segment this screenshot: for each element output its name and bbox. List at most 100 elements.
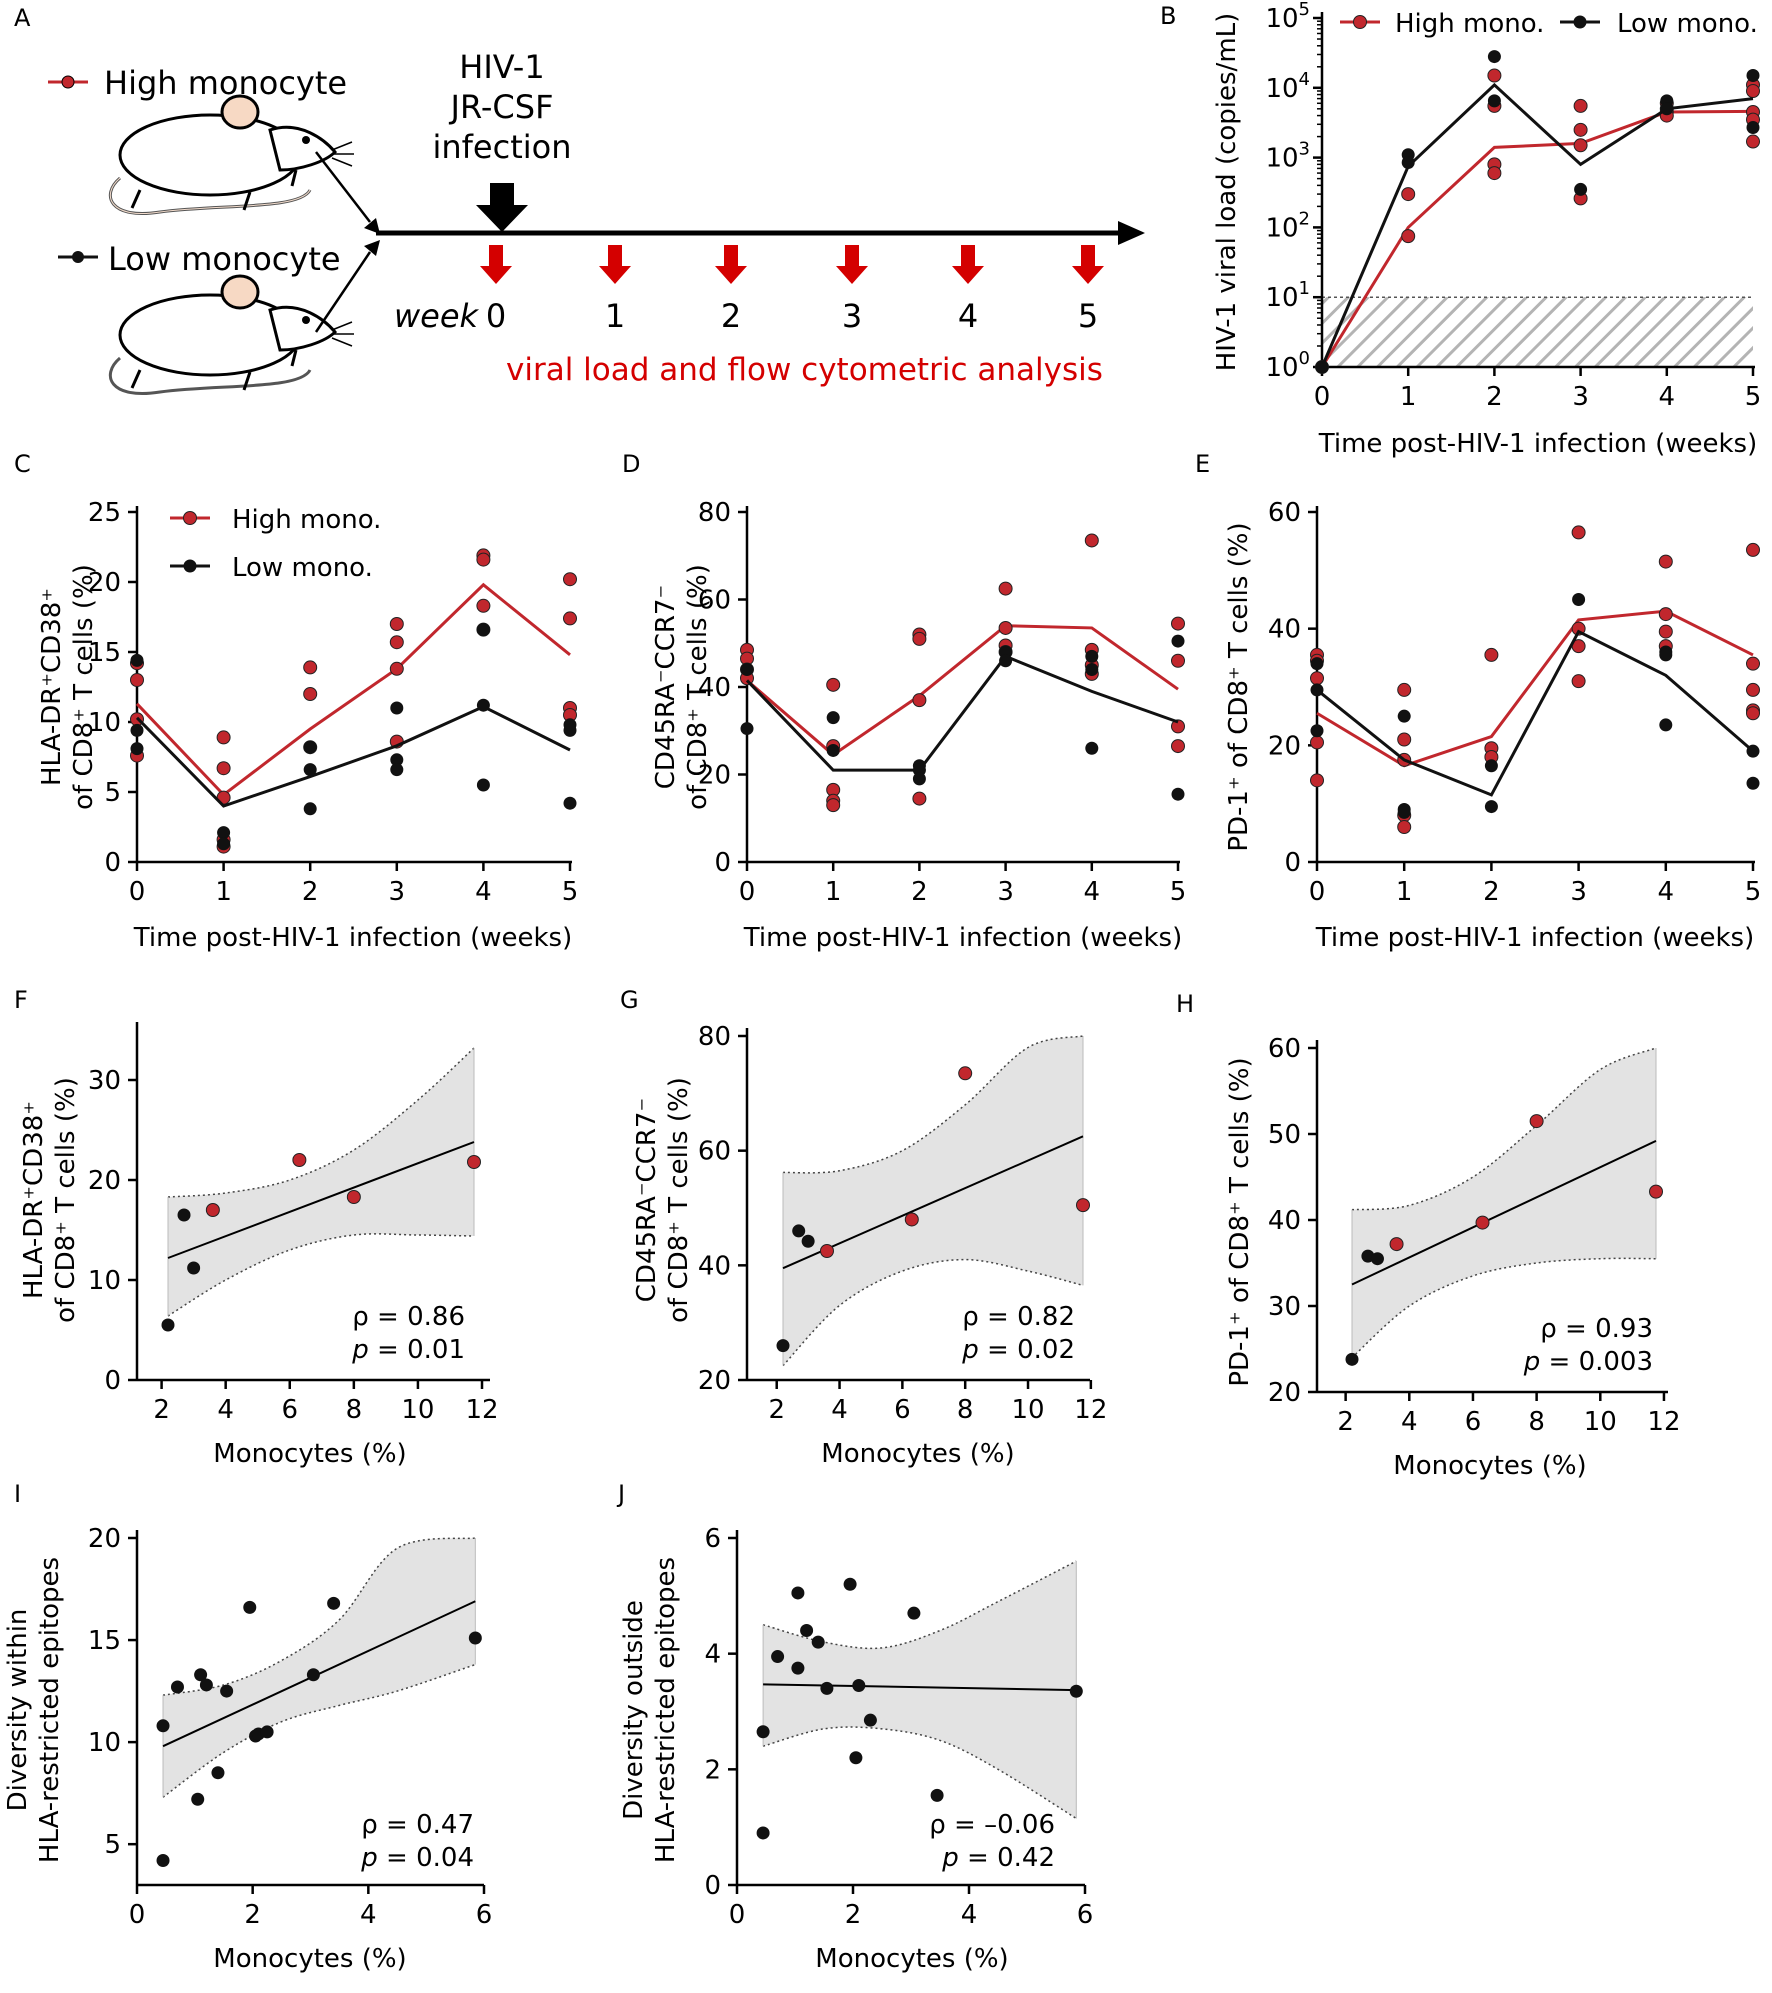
x-tick-label: 4 bbox=[831, 1395, 848, 1425]
series-high-mean-line bbox=[135, 582, 571, 797]
confidence-lower bbox=[1351, 1257, 1657, 1359]
panel-h-correlation-chart: H 2 4 6 8 10 12 20 30 40 50 60 ρ = 0.93p = 0.003 Mono… bbox=[1176, 990, 1681, 1481]
y-axis-label-line-1: CD45RA⁻CCR7⁻ bbox=[651, 585, 681, 789]
x-tick-label: 1 bbox=[825, 877, 842, 907]
y-tick-label: 20 bbox=[1268, 731, 1301, 761]
data-point-high bbox=[1171, 739, 1185, 754]
x-tick-label: 6 bbox=[1077, 1900, 1094, 1930]
data-point-low bbox=[1746, 776, 1760, 790]
data-point-low bbox=[260, 1725, 274, 1739]
data-point-high bbox=[1746, 656, 1760, 671]
mouse-icon-high bbox=[109, 94, 354, 215]
x-tick-label: 4 bbox=[1084, 877, 1101, 907]
data-point-high bbox=[1529, 1114, 1544, 1129]
y-tick-label: 15 bbox=[88, 1626, 121, 1656]
x-tick-label: 5 bbox=[1745, 877, 1762, 907]
x-tick-label: 5 bbox=[1170, 877, 1187, 907]
data-point-low bbox=[303, 740, 317, 754]
data-point-high bbox=[389, 617, 404, 631]
p-value-label: p = 0.02 bbox=[961, 1335, 1075, 1365]
data-point-low bbox=[912, 772, 926, 786]
data-point-low bbox=[1310, 683, 1324, 697]
data-point-high bbox=[1746, 83, 1760, 98]
data-point-high bbox=[1397, 732, 1412, 747]
data-point-high bbox=[1310, 735, 1324, 750]
legend-low-label: Low monocyte bbox=[108, 240, 341, 278]
y-tick-label: 80 bbox=[698, 498, 731, 528]
y-axis-label-line-1: Diversity within bbox=[3, 1609, 33, 1812]
data-point-high bbox=[998, 620, 1013, 635]
data-point-low bbox=[776, 1339, 790, 1353]
data-point-low bbox=[199, 1678, 213, 1692]
sampling-arrow-week-2 bbox=[715, 245, 747, 284]
data-point-low bbox=[1069, 1684, 1083, 1698]
confidence-upper bbox=[162, 1537, 476, 1696]
data-point-low bbox=[1746, 69, 1760, 83]
x-tick-label: 2 bbox=[153, 1395, 170, 1425]
confidence-upper bbox=[1351, 1047, 1657, 1211]
data-point-low bbox=[826, 711, 840, 725]
data-point-low bbox=[930, 1788, 944, 1802]
x-tick-label: 12 bbox=[1647, 1407, 1680, 1437]
data-point-high bbox=[476, 598, 491, 613]
y-tick-label: 104 bbox=[1265, 69, 1310, 104]
y-tick-label: 25 bbox=[88, 498, 121, 528]
data-point-high bbox=[826, 677, 841, 692]
data-point-high bbox=[904, 1212, 919, 1227]
data-point-low bbox=[1487, 94, 1501, 108]
y-tick-label: 30 bbox=[88, 1066, 121, 1096]
x-axis-label: Time post-HIV-1 infection (weeks) bbox=[1315, 923, 1754, 953]
y-tick-label: 80 bbox=[698, 1022, 731, 1052]
x-tick-label: 5 bbox=[562, 877, 579, 907]
panel-d-cd45ra-ccr7-chart: D 0 1 2 3 4 5 0 20 40 60 80 Time post-HIV-1 infectio… bbox=[622, 450, 1186, 953]
y-tick-label: 10 bbox=[88, 1266, 121, 1296]
data-point-low bbox=[217, 837, 231, 851]
confidence-lower bbox=[762, 1726, 1077, 1820]
y-axis-label-line-1: HLA-DR⁺CD38⁺ bbox=[19, 1101, 49, 1299]
data-point-low bbox=[563, 796, 577, 810]
data-point-low bbox=[1171, 634, 1185, 648]
panel-letter-d: D bbox=[622, 450, 640, 478]
week-label: week bbox=[394, 297, 480, 335]
data-point-low bbox=[907, 1606, 921, 1620]
confidence-band bbox=[783, 1036, 1083, 1366]
rho-label: ρ = 0.47 bbox=[361, 1810, 474, 1840]
legend-high-label: High mono. bbox=[1395, 9, 1544, 39]
data-point-low bbox=[303, 763, 317, 777]
x-tick-label: 0 bbox=[1314, 382, 1331, 412]
x-tick-label: 3 bbox=[1572, 382, 1589, 412]
x-tick-label: 2 bbox=[302, 877, 319, 907]
week-label-2: 2 bbox=[721, 297, 741, 335]
y-axis-label-line-2: HLA-restricted epitopes bbox=[35, 1557, 65, 1863]
x-tick-label: 10 bbox=[1011, 1395, 1044, 1425]
y-axis-label-line-1: HLA-DR⁺CD38⁺ bbox=[37, 588, 67, 786]
x-tick-label: 12 bbox=[1074, 1395, 1107, 1425]
data-point-low bbox=[130, 742, 144, 756]
panel-letter-j: J bbox=[616, 1480, 625, 1508]
detection-limit-area bbox=[1322, 297, 1753, 367]
panel-a-letter: A bbox=[14, 4, 31, 32]
legend-high-label: High monocyte bbox=[104, 64, 347, 102]
data-point-low bbox=[852, 1678, 866, 1692]
y-tick-label: 100 bbox=[1265, 348, 1310, 383]
confidence-upper bbox=[167, 1047, 475, 1198]
data-point-high bbox=[563, 572, 577, 587]
data-point-low bbox=[194, 1668, 208, 1682]
data-point-high bbox=[1475, 1215, 1490, 1230]
x-tick-label: 2 bbox=[768, 1395, 785, 1425]
legend-low-label: Low mono. bbox=[1617, 9, 1758, 39]
x-tick-label: 8 bbox=[957, 1395, 974, 1425]
data-point-low bbox=[390, 753, 404, 767]
x-tick-label: 4 bbox=[1659, 382, 1676, 412]
data-point-low bbox=[1659, 648, 1673, 662]
y-tick-label: 105 bbox=[1265, 0, 1310, 34]
panel-g-correlation-chart: G 2 4 6 8 10 12 20 40 60 80 ρ = 0.82p = 0.02 Monocyt… bbox=[620, 986, 1107, 1469]
y-axis-label-line-1: Diversity outside bbox=[619, 1600, 649, 1820]
data-point-high bbox=[1171, 653, 1185, 668]
y-tick-label: 10 bbox=[88, 1728, 121, 1758]
y-tick-label: 4 bbox=[704, 1640, 721, 1670]
data-point-low bbox=[849, 1751, 863, 1765]
p-value-label: p = 0.003 bbox=[1523, 1347, 1653, 1377]
data-point-high bbox=[1746, 682, 1760, 697]
